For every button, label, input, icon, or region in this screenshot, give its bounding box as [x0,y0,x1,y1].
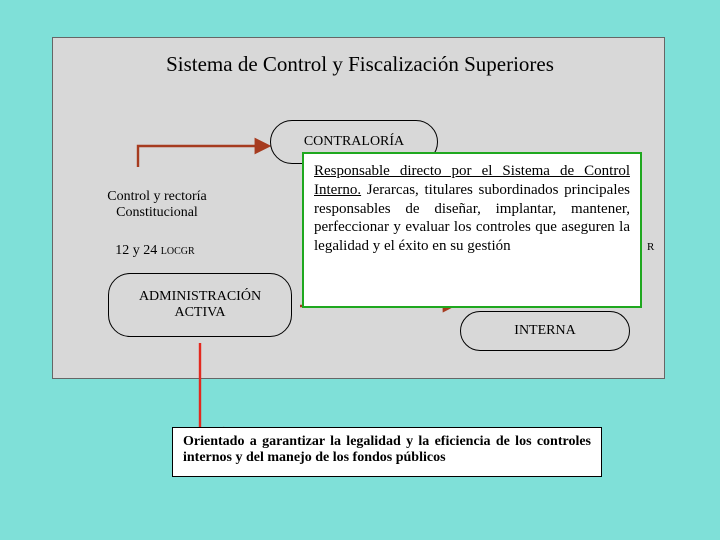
left-ref-small: LOCGR [161,246,195,257]
interna-label: INTERNA [514,323,575,339]
left-label-line1: Control y rectoría [82,189,232,205]
diagram-title: Sistema de Control y Fiscalización Super… [120,52,600,77]
right-ref-tail: R [647,241,654,253]
footer-text: Orientado a garantizar la legalidad y la… [183,434,591,465]
left-ref: 12 y 24 LOCGR [90,243,220,259]
diagram-canvas: Sistema de Control y Fiscalización Super… [0,0,720,540]
admin-line1: ADMINISTRACIÓN [139,289,261,305]
admin-line2: ACTIVA [139,305,261,321]
responsible-callout: Responsable directo por el Sistema de Co… [302,152,642,308]
left-ref-pre: 12 y 24 [115,243,161,258]
footer-box: Orientado a garantizar la legalidad y la… [172,427,602,477]
left-label: Control y rectoría Constitucional [82,189,232,221]
interna-box: INTERNA [460,311,630,351]
admin-box: ADMINISTRACIÓN ACTIVA [108,273,292,337]
contraloria-label: CONTRALORÍA [304,134,404,150]
callout-body: Jerarcas, titulares subordinados princip… [314,182,630,254]
left-label-line2: Constitucional [82,205,232,221]
